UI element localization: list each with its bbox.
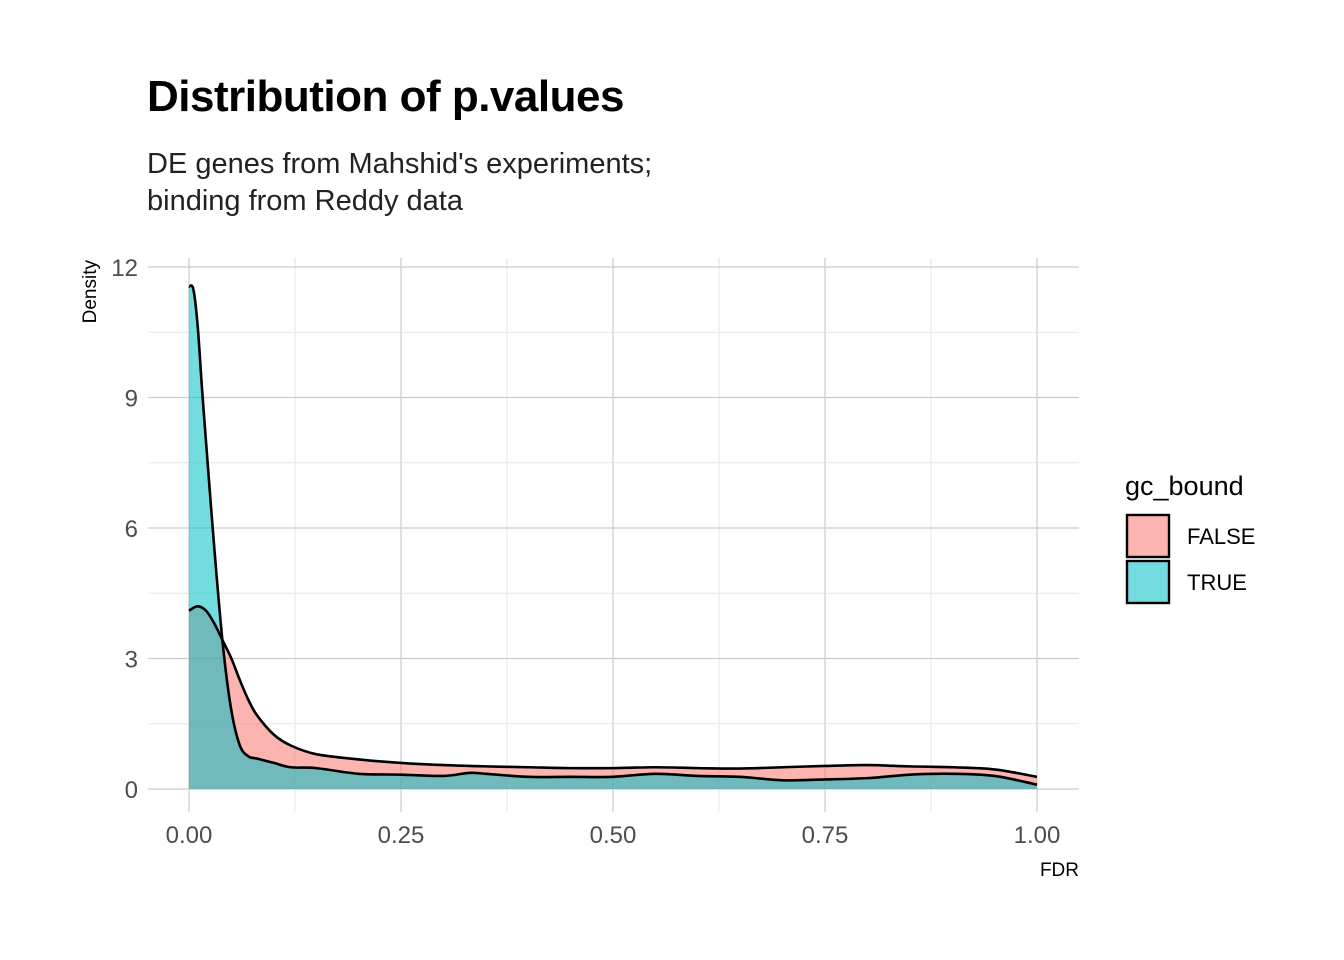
grid-lines [148, 258, 1079, 812]
chart-subtitle: DE genes from Mahshid's experiments; bin… [147, 146, 652, 220]
y-axis-title: Density [80, 260, 101, 324]
y-tick-label: 12 [111, 255, 138, 282]
legend-items: FALSE TRUE [1125, 513, 1255, 605]
y-tick-label: 0 [125, 777, 138, 804]
legend-label: FALSE [1187, 524, 1255, 549]
legend: gc_bound FALSE TRUE [1125, 471, 1255, 605]
density-areas [189, 285, 1037, 789]
legend-swatch [1125, 513, 1171, 559]
chart-title: Distribution of p.values [147, 72, 624, 121]
x-tick-label: 1.00 [1014, 822, 1061, 849]
density-line-false [188, 605, 1038, 779]
x-tick-label: 0.75 [802, 822, 849, 849]
y-tick-label: 6 [125, 516, 138, 543]
legend-swatch [1125, 559, 1171, 605]
x-tick-label: 0.50 [590, 822, 637, 849]
x-axis-title: FDR [1040, 860, 1079, 881]
legend-label: TRUE [1187, 570, 1247, 595]
tick-labels: 0.00 0.25 0.50 0.75 1.00 0 3 6 9 12 [111, 255, 1060, 849]
legend-title: gc_bound [1125, 471, 1244, 501]
y-tick-label: 9 [125, 386, 138, 413]
density-line-true [188, 284, 1038, 786]
legend-item-false: FALSE [1125, 513, 1255, 559]
subtitle-line-2: binding from Reddy data [147, 185, 463, 217]
legend-item-true: TRUE [1125, 559, 1247, 605]
x-tick-label: 0.00 [166, 822, 213, 849]
y-tick-label: 3 [125, 647, 138, 674]
x-tick-label: 0.25 [378, 822, 425, 849]
subtitle-line-1: DE genes from Mahshid's experiments; [147, 148, 653, 180]
density-lines [188, 284, 1038, 786]
